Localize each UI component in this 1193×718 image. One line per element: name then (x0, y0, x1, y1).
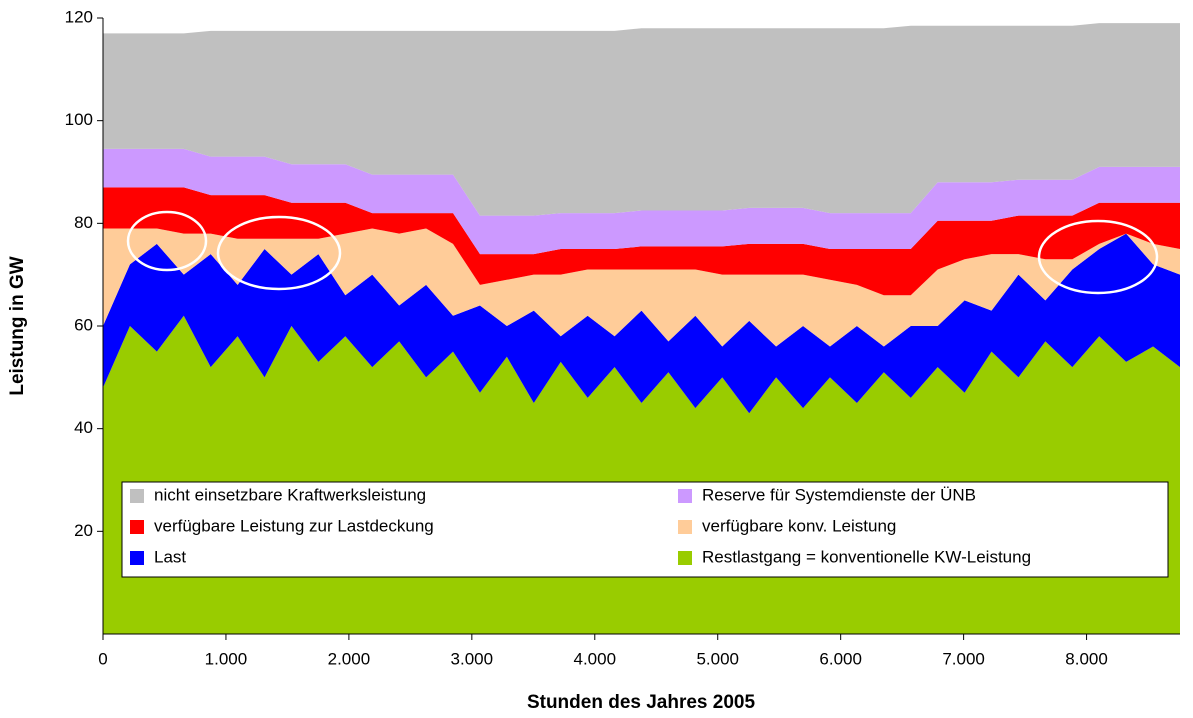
x-tick-label: 4.000 (574, 649, 617, 668)
legend-swatch (130, 489, 144, 503)
legend-label: verfügbare konv. Leistung (702, 516, 896, 535)
highlight-ellipse (216, 215, 342, 291)
x-tick-label: 6.000 (819, 649, 862, 668)
y-axis-label: Leistung in GW (7, 256, 28, 395)
y-tick-label: 40 (74, 418, 93, 437)
legend-swatch (678, 489, 692, 503)
legend-swatch (130, 520, 144, 534)
highlight-ellipse (126, 210, 208, 272)
area (103, 228, 1180, 347)
axes: 20 40 60 80 100 120 0 1.000 2.000 3.000 4.000 5.000… (65, 7, 1180, 668)
x-tick-label: 2.000 (328, 649, 371, 668)
legend-swatch (678, 551, 692, 565)
x-tick-label: 3.000 (451, 649, 494, 668)
area (103, 187, 1180, 296)
legend-box (121, 481, 1169, 578)
area (103, 233, 1180, 414)
x-tick-label: 5.000 (696, 649, 739, 668)
y-tick-label: 60 (74, 315, 93, 334)
area (103, 148, 1180, 255)
x-tick-label: 1.000 (205, 649, 248, 668)
y-tick-label: 120 (65, 7, 93, 26)
legend-label: Reserve für Systemdienste der ÜNB (702, 485, 976, 504)
x-tick-label: 7.000 (942, 649, 985, 668)
legend-label: verfügbare Leistung zur Lastdeckung (154, 516, 434, 535)
y-tick-label: 20 (74, 521, 93, 540)
legend: Restlastgang = konventionelle KW-Leistun… (130, 485, 1031, 566)
legend-label: Restlastgang = konventionelle KW-Leistun… (702, 547, 1031, 566)
legend-label: nicht einsetzbare Kraftwerksleistung (154, 485, 426, 504)
legend-swatch (130, 551, 144, 565)
x-tick-label: 0 (98, 649, 107, 668)
legend-swatch (678, 520, 692, 534)
x-axis-label: Stunden des Jahres 2005 (527, 692, 756, 713)
area (103, 23, 1180, 216)
y-tick-label: 80 (74, 213, 93, 232)
annotations (126, 210, 1159, 295)
legend-label: Last (154, 547, 186, 566)
x-tick-label: 8.000 (1065, 649, 1108, 668)
highlight-ellipse (1037, 219, 1159, 295)
y-tick-label: 100 (65, 110, 93, 129)
